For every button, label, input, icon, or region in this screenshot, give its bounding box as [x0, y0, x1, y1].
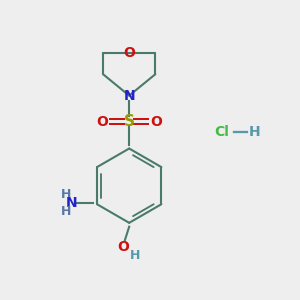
Text: N: N — [123, 88, 135, 103]
Text: N: N — [65, 196, 77, 210]
Text: H: H — [61, 205, 72, 218]
Text: O: O — [123, 46, 135, 60]
Text: H: H — [130, 249, 140, 262]
Text: H: H — [61, 188, 72, 201]
Text: Cl: Cl — [214, 125, 229, 139]
Text: O: O — [97, 115, 108, 129]
Text: O: O — [117, 240, 129, 254]
Text: O: O — [150, 115, 162, 129]
Text: S: S — [124, 114, 135, 129]
Text: H: H — [249, 125, 260, 139]
